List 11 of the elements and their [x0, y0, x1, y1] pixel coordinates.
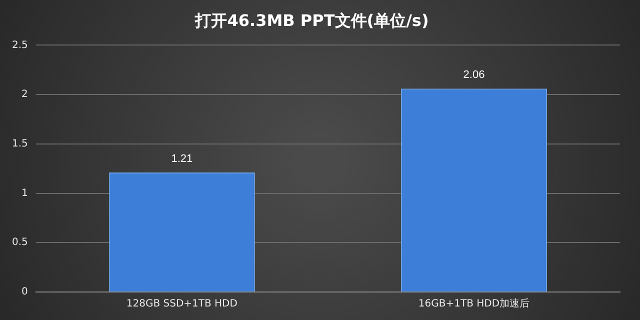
y-tick-label: 1 [22, 188, 28, 199]
y-tick-label: 0 [22, 286, 28, 298]
y-tick-label: 0.5 [12, 237, 28, 248]
chart-title: 打开46.3MB PPT文件(单位/s) [194, 10, 429, 30]
x-tick-label: 16GB+1TB HDD加速后 [418, 298, 530, 310]
y-tick-label: 2.5 [12, 40, 28, 51]
x-tick-label: 128GB SSD+1TB HDD [126, 298, 238, 310]
y-tick-label: 2 [22, 89, 28, 100]
y-tick-label: 1.5 [12, 138, 28, 150]
data-label: 2.06 [463, 69, 485, 82]
data-label: 1.21 [171, 153, 193, 166]
